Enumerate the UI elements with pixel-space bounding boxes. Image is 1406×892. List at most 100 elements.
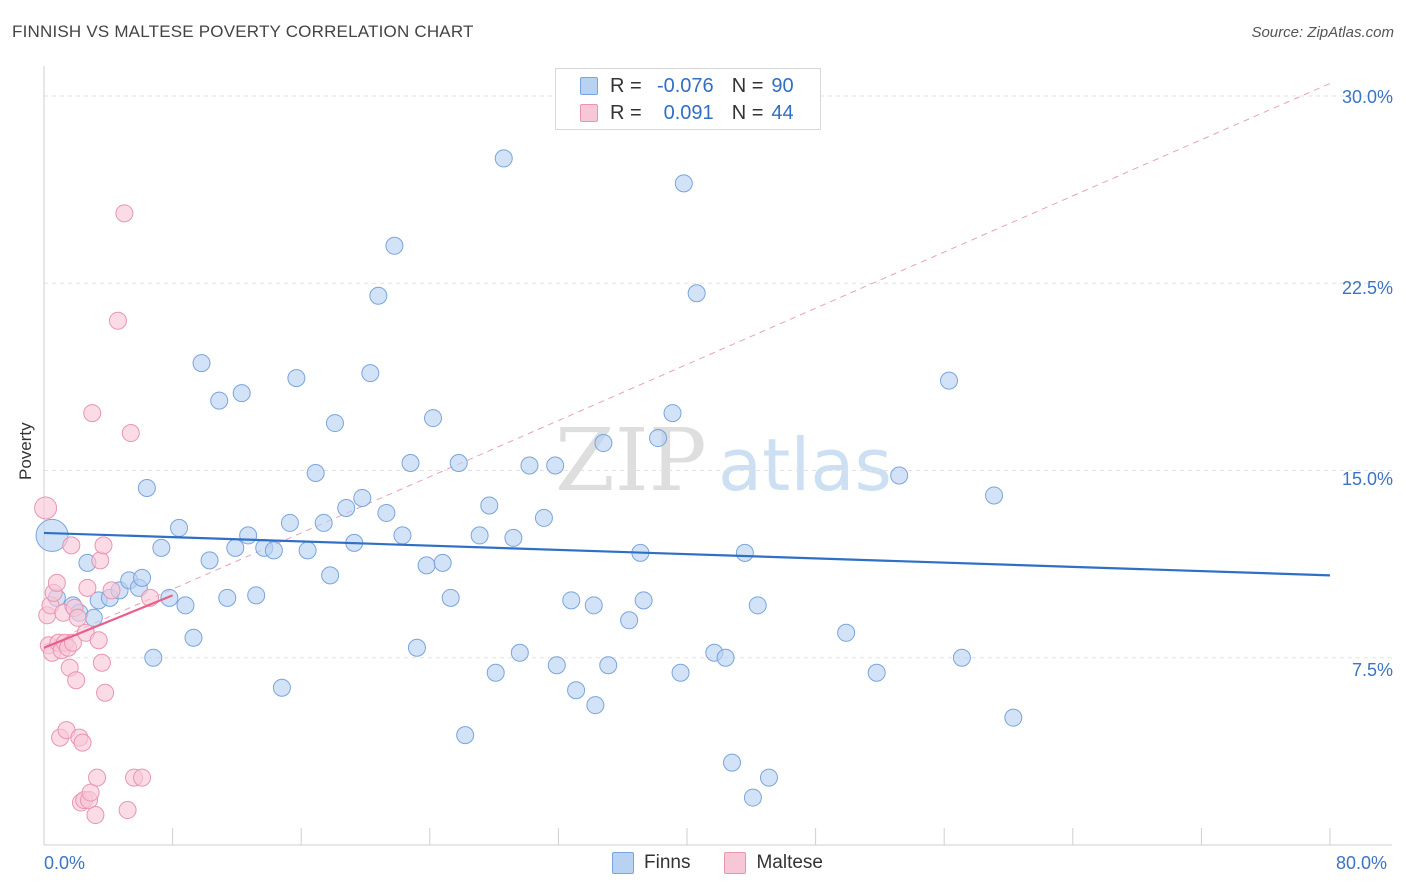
n-label: N = [731,101,764,124]
n-label: N = [731,74,764,97]
finns-point [890,466,909,485]
finns-point [325,414,344,433]
finns-point [985,486,1004,505]
finns-point [867,663,886,682]
maltese-point [115,204,134,223]
maltese-point [92,653,111,672]
finns-point [952,648,971,667]
finns-point [671,663,690,682]
legend-item-maltese[interactable]: Maltese [724,852,823,874]
maltese-point [73,733,92,752]
finns-point [337,498,356,517]
maltese-point [96,683,115,702]
maltese-point [67,671,86,690]
finns-trend-line [43,531,1331,577]
correlation-legend: R = -0.076 N = 90 R = 0.091 N = 44 [555,68,821,130]
finns-point [449,454,468,473]
finns-point [232,384,251,403]
finns-point [634,591,653,610]
finns-point [510,643,529,662]
finns-point [144,648,163,667]
finns-point [152,538,171,557]
finns-point [470,526,489,545]
finns-point [599,656,618,675]
finns-point [504,528,523,547]
maltese-swatch [580,104,598,122]
finns-point [84,608,103,627]
finns-point [361,364,380,383]
finns-point [940,371,959,390]
r-label: R = [610,74,642,97]
finns-point [239,526,258,545]
watermark-atlas: atlas [718,423,892,507]
finns-point [494,149,513,168]
axes [43,66,1392,846]
finns-point [218,588,237,607]
finns-point [35,518,69,552]
r-value: -0.076 [656,74,714,97]
finns-point [176,596,195,615]
maltese-point [133,768,152,787]
finns-point [562,591,581,610]
r-value: 0.091 [663,101,714,124]
legend-label-maltese: Maltese [756,852,823,873]
r-label: R = [610,101,642,124]
finns-point [184,628,203,647]
finns-point [687,284,706,303]
chart-source: Source: ZipAtlas.com [1251,24,1394,41]
maltese-point [88,768,107,787]
finns-point [306,463,325,482]
finns-point [546,456,565,475]
maltese-point [34,496,58,520]
maltese-point [118,801,137,820]
finns-point [298,541,317,560]
maltese-point [68,608,87,627]
finns-point [401,454,420,473]
x-tick-label: 80.0% [1336,853,1388,873]
finns-point [192,354,211,373]
legend-row-maltese: R = 0.091 N = 44 [580,100,805,126]
maltese-trend-line [43,594,174,649]
finns-point [210,391,229,410]
finns-point [735,543,754,562]
y-tick-label: 30.0% [1341,87,1393,107]
finns-point [547,656,566,675]
chart-title: FINNISH VS MALTESE POVERTY CORRELATION C… [12,22,474,41]
finns-point [137,478,156,497]
finns-point [1004,708,1023,727]
finns-point [594,434,613,453]
legend-item-finns[interactable]: Finns [612,852,690,874]
finns-point [264,541,283,560]
finns-point [407,638,426,657]
finns-point [353,488,372,507]
grid [44,95,1392,659]
finns-point [170,518,189,537]
finns-point [226,538,245,557]
finns-swatch [612,852,634,874]
finns-point [480,496,499,515]
legend-label-finns: Finns [644,852,691,873]
finns-swatch [580,77,598,95]
finns-point [433,553,452,572]
y-axis-label: Poverty [16,422,35,480]
maltese-point [86,806,105,825]
finns-point [486,663,505,682]
maltese-point [62,536,81,555]
y-tick-label: 22.5% [1341,278,1393,298]
watermark: ZIP atlas [555,411,892,511]
maltese-point [89,631,108,650]
maltese-point [108,311,127,330]
finns-point [620,611,639,630]
finns-point [133,568,152,587]
series-legend: Finns Maltese [612,852,857,874]
finns-point [759,768,778,787]
y-tick-label: 7.5% [1351,660,1393,680]
finns-point [200,551,219,570]
maltese-point [83,404,102,423]
finns-point [567,681,586,700]
finns-point [649,429,668,448]
finns-point [586,696,605,715]
finns-points [35,149,1023,807]
legend-row-finns: R = -0.076 N = 90 [580,73,805,99]
